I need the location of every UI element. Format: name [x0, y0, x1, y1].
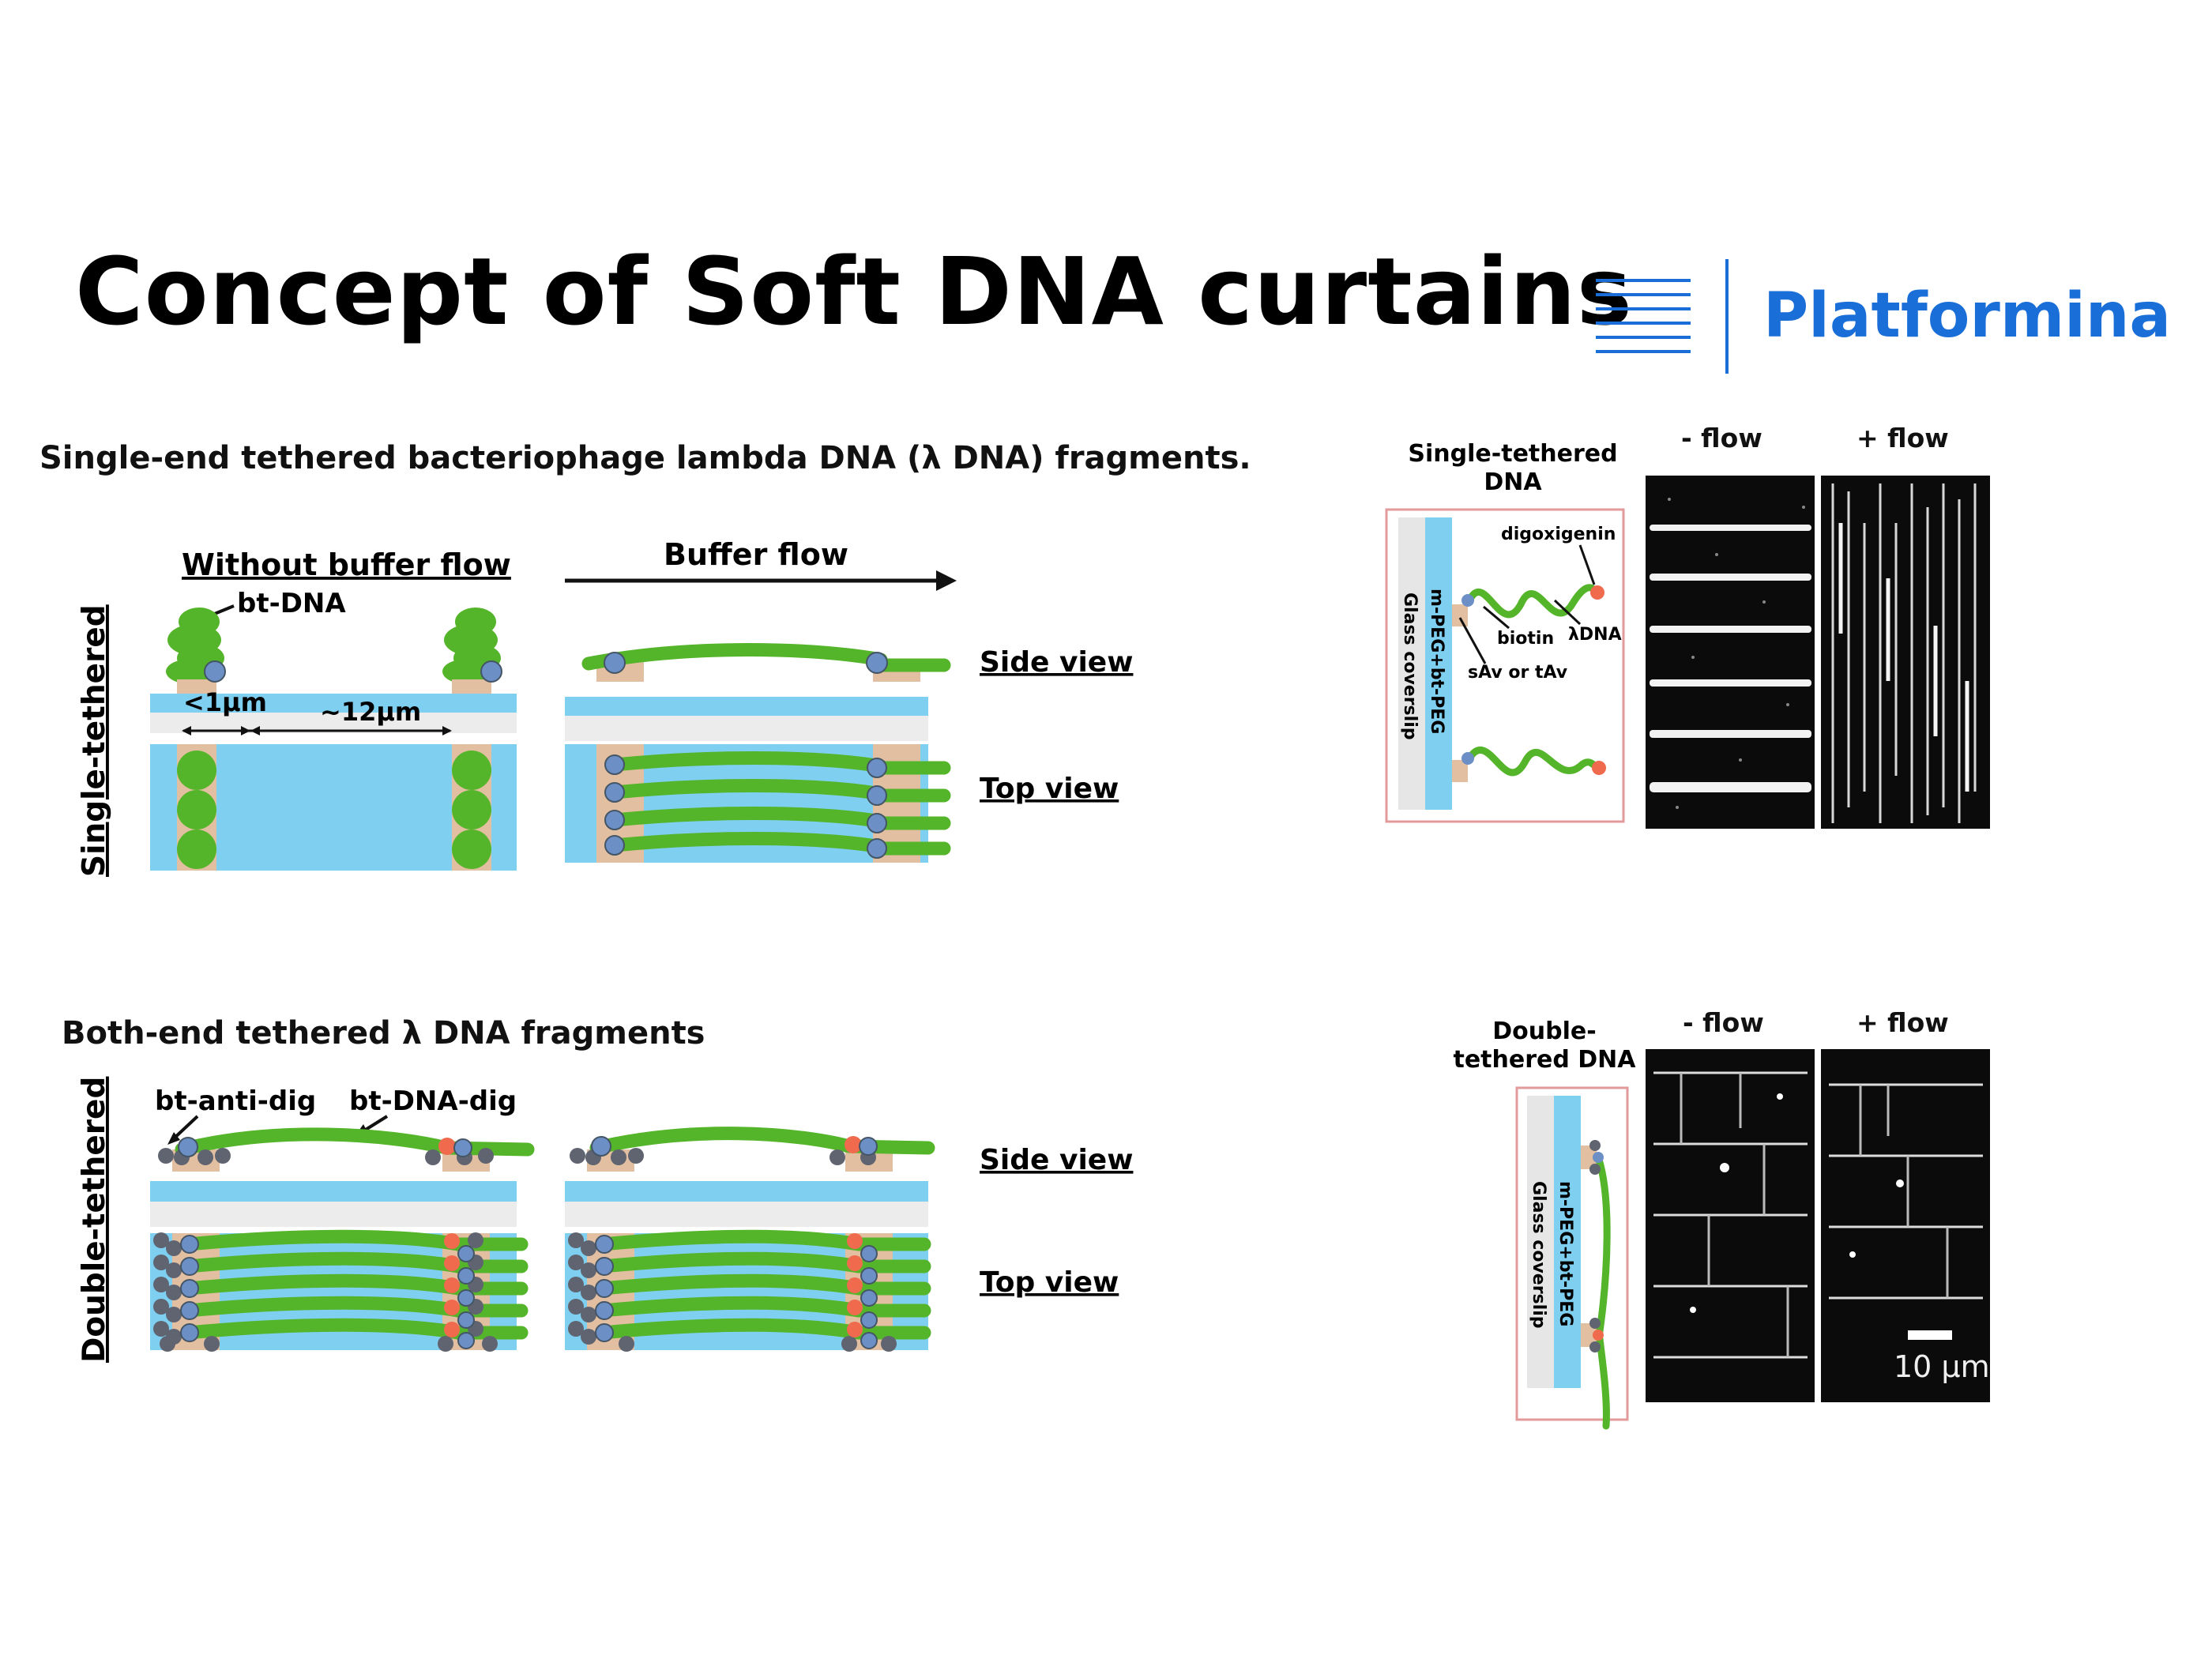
double-minus-flow-label: - flow	[1683, 1007, 1764, 1038]
double-plus-flow-label: + flow	[1856, 1007, 1949, 1038]
single-noflow-diagram: Without buffer flow bt-DNA <1μm ~12μm	[150, 547, 517, 871]
bt-dna-label: bt-DNA	[237, 588, 346, 619]
double-minus-flow-image	[1646, 1049, 1815, 1402]
coiled-dna-right	[442, 608, 501, 684]
lambda-dna-label: λDNA	[1568, 625, 1622, 645]
brand-name: Platformina	[1763, 280, 2171, 352]
single-schematic-title-line1: Single-tethered	[1408, 440, 1617, 468]
brand-divider	[1725, 259, 1729, 374]
buffer-flow-label: Buffer flow	[664, 537, 848, 572]
scale-bar-label: 10 μm	[1894, 1349, 1990, 1384]
double-schematic: Double- tethered DNA Glass coverslip m-P…	[1453, 1018, 1636, 1430]
double-right-diagram	[565, 1127, 935, 1352]
single-tethered-row-label: Single-tethered	[77, 604, 112, 877]
menu-lines-icon	[1596, 279, 1691, 362]
double-tether-heading: Both-end tethered λ DNA fragments	[62, 1015, 705, 1051]
biotin-label: biotin	[1497, 629, 1554, 649]
slide-title: Concept of Soft DNA curtains	[75, 237, 1633, 346]
single-plus-flow-label: + flow	[1856, 423, 1949, 453]
coiled-dna-left	[166, 608, 224, 684]
dna-dig-label: bt-DNA-dig	[349, 1085, 517, 1117]
single-minus-flow-label: - flow	[1681, 423, 1762, 453]
single-schematic: Single-tethered DNA Glass coverslip m-PE…	[1385, 440, 1625, 823]
double-top-view-label: Top view	[980, 1266, 1119, 1299]
anti-dig-label: bt-anti-dig	[155, 1085, 316, 1117]
single-schematic-title-line2: DNA	[1484, 468, 1542, 496]
scale-bar	[1908, 1330, 1952, 1340]
double-plus-flow-image: 10 μm	[1821, 1049, 1990, 1402]
single-plus-flow-image	[1821, 476, 1990, 829]
double-glass-label: Glass coverslip	[1529, 1181, 1548, 1328]
spacing-large-label: ~12μm	[320, 697, 421, 727]
double-schematic-title-line1: Double-	[1492, 1018, 1596, 1045]
double-side-view-label: Side view	[980, 1144, 1133, 1176]
single-flow-diagram: Buffer flow	[565, 537, 957, 863]
sav-label: sAv or tAv	[1468, 663, 1568, 683]
double-tethered-row-label: Double-tethered	[77, 1077, 112, 1363]
without-flow-label: Without buffer flow	[182, 547, 511, 582]
double-schematic-title-line2: tethered DNA	[1453, 1046, 1636, 1074]
double-peg-label: m-PEG+bt-PEG	[1556, 1181, 1575, 1326]
single-peg-label: m-PEG+bt-PEG	[1427, 589, 1446, 734]
single-side-view-label: Side view	[980, 646, 1133, 679]
single-top-view-label: Top view	[980, 773, 1119, 805]
single-tether-heading: Single-end tethered bacteriophage lambda…	[40, 440, 1251, 476]
single-glass-label: Glass coverslip	[1400, 592, 1420, 739]
digoxigenin-label: digoxigenin	[1501, 525, 1616, 544]
single-minus-flow-image	[1646, 476, 1815, 829]
double-left-diagram: bt-anti-dig bt-DNA-dig	[150, 1085, 535, 1352]
spacing-small-label: <1μm	[183, 687, 267, 717]
